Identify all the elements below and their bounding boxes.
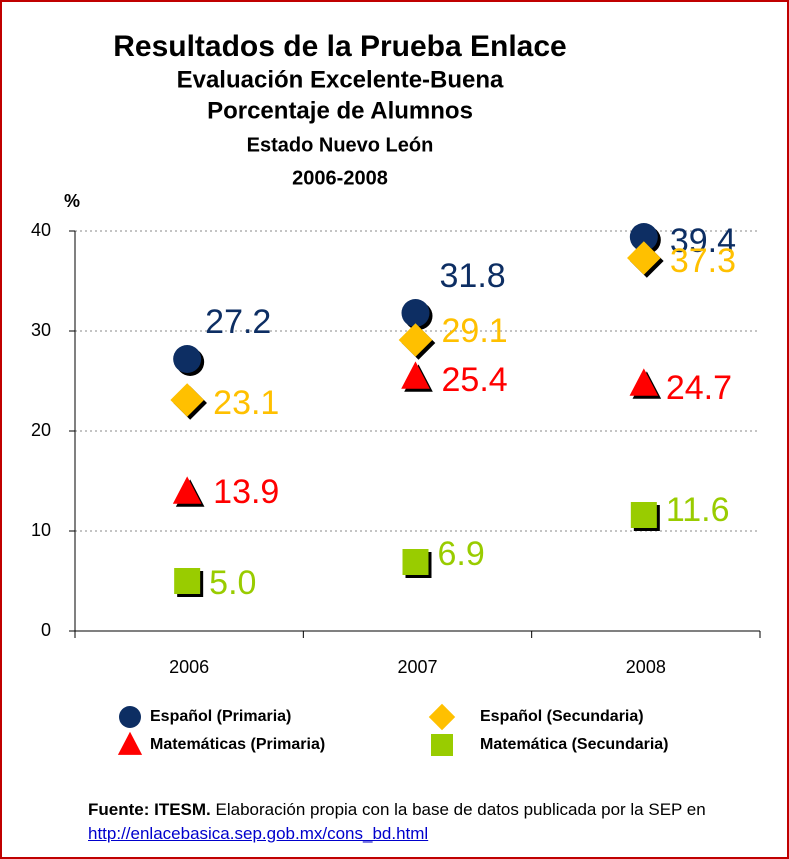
- chart-title: Resultados de la Prueba Enlace: [113, 30, 567, 63]
- marker: [401, 299, 430, 327]
- y-axis-label: %: [64, 191, 80, 211]
- marker: [402, 549, 429, 575]
- value-label: 31.8: [440, 257, 506, 295]
- marker: [629, 223, 658, 251]
- value-label: 24.7: [666, 369, 732, 407]
- x-tick-label: 2007: [397, 657, 437, 677]
- source-text: Elaboración propia con la base de datos …: [210, 800, 706, 819]
- y-tick-label: 40: [31, 220, 51, 240]
- chart-subtitle: Evaluación Excelente-Buena: [177, 66, 504, 93]
- chart-subtitle: Porcentaje de Alumnos: [207, 97, 473, 124]
- marker: [172, 476, 202, 504]
- x-tick-label: 2008: [626, 657, 666, 677]
- source-note: Fuente: ITESM. Elaboración propia con la…: [88, 798, 787, 846]
- value-label: 25.4: [442, 361, 508, 399]
- legend-marker: [117, 731, 143, 755]
- source-link[interactable]: http://enlacebasica.sep.gob.mx/cons_bd.h…: [88, 824, 429, 843]
- legend-label: Matemáticas (Primaria): [150, 736, 325, 753]
- marker: [174, 568, 201, 594]
- legend-label: Español (Primaria): [150, 708, 291, 725]
- marker: [630, 502, 657, 528]
- legend-marker: [119, 706, 141, 728]
- chart-subtitle: Estado Nuevo León: [247, 134, 434, 156]
- value-label: 6.9: [438, 535, 485, 573]
- legend-label: Matemática (Secundaria): [480, 736, 669, 753]
- chart-subtitle: 2006-2008: [292, 167, 388, 189]
- x-tick-label: 2006: [169, 657, 209, 677]
- value-label: 29.1: [442, 312, 508, 350]
- legend-marker: [431, 734, 453, 756]
- value-label: 37.3: [670, 242, 736, 280]
- y-tick-label: 30: [31, 320, 51, 340]
- marker: [629, 368, 659, 396]
- legend-label: Español (Secundaria): [480, 708, 644, 725]
- y-tick-label: 10: [31, 520, 51, 540]
- marker: [398, 323, 433, 357]
- legend-marker: [428, 703, 456, 731]
- value-label: 23.1: [213, 384, 279, 422]
- value-label: 27.2: [205, 303, 271, 341]
- marker: [627, 241, 661, 275]
- marker: [401, 361, 430, 389]
- marker: [170, 383, 204, 417]
- y-tick-label: 0: [41, 620, 51, 640]
- value-label: 39.4: [670, 222, 736, 260]
- value-label: 5.0: [209, 564, 256, 602]
- source-bold: Fuente: ITESM.: [88, 800, 211, 819]
- value-label: 13.9: [213, 473, 279, 511]
- value-label: 11.6: [666, 491, 730, 529]
- y-tick-label: 20: [31, 420, 51, 440]
- marker: [173, 345, 202, 373]
